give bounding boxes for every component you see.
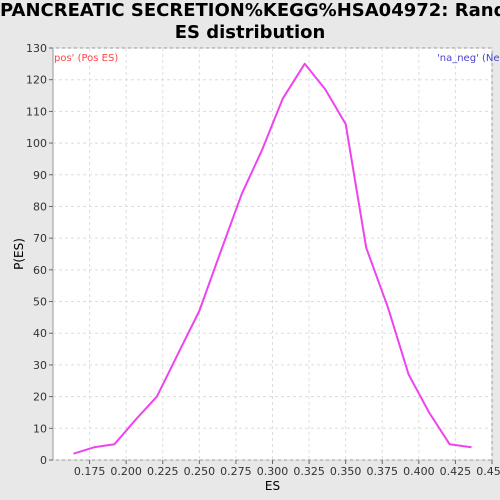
x-tick-label: 0.275 xyxy=(220,465,252,478)
chart-title: PANCREATIC SECRETION%KEGG%HSA04972: Rand… xyxy=(0,0,500,44)
y-tick-label: 120 xyxy=(26,74,47,87)
x-tick-label: 0.175 xyxy=(74,465,106,478)
y-tick-label: 30 xyxy=(33,359,47,372)
x-axis-ticks: 0.175 0.200 0.225 0.250 0.275 0.300 0.325 0.350… xyxy=(74,460,500,478)
x-tick-label: 0.350 xyxy=(330,465,362,478)
y-tick-label: 60 xyxy=(33,264,47,277)
y-tick-label: 110 xyxy=(26,105,47,118)
x-tick-label: 0.250 xyxy=(184,465,216,478)
x-tick-label: 0.450 xyxy=(476,465,500,478)
y-tick-label: 0 xyxy=(40,454,47,467)
x-tick-label: 0.425 xyxy=(440,465,472,478)
y-tick-label: 90 xyxy=(33,169,47,182)
series-layer xyxy=(73,62,472,455)
grid-lines xyxy=(53,47,493,461)
y-tick-label: 20 xyxy=(33,391,47,404)
y-tick-label: 70 xyxy=(33,232,47,245)
x-tick-label: 0.400 xyxy=(403,465,435,478)
y-tick-label: 10 xyxy=(33,422,47,435)
y-tick-label: 50 xyxy=(33,296,47,309)
y-tick-label: 40 xyxy=(33,327,47,340)
x-tick-label: 0.375 xyxy=(367,465,399,478)
chart-title-line-1: PANCREATIC SECRETION%KEGG%HSA04972: Rand… xyxy=(0,0,500,21)
legend-pos-es: pos' (Pos ES) xyxy=(54,53,118,64)
chart-title-line-2: ES distribution xyxy=(174,22,326,43)
y-tick-label: 100 xyxy=(26,137,47,150)
x-tick-label: 0.225 xyxy=(147,465,179,478)
y-axis-ticks: 0 10 20 30 40 50 60 70 80 90 100 110 120 130 xyxy=(26,42,53,467)
series-line xyxy=(73,62,472,455)
x-tick-label: 0.325 xyxy=(293,465,325,478)
legend-na-neg: 'na_neg' (Ne xyxy=(437,53,500,64)
y-axis-label: P(ES) xyxy=(12,238,26,270)
y-tick-label: 80 xyxy=(33,200,47,213)
y-tick-label: 130 xyxy=(26,42,47,55)
x-tick-label: 0.200 xyxy=(110,465,142,478)
x-tick-label: 0.300 xyxy=(257,465,289,478)
x-axis-label: ES xyxy=(265,479,280,493)
